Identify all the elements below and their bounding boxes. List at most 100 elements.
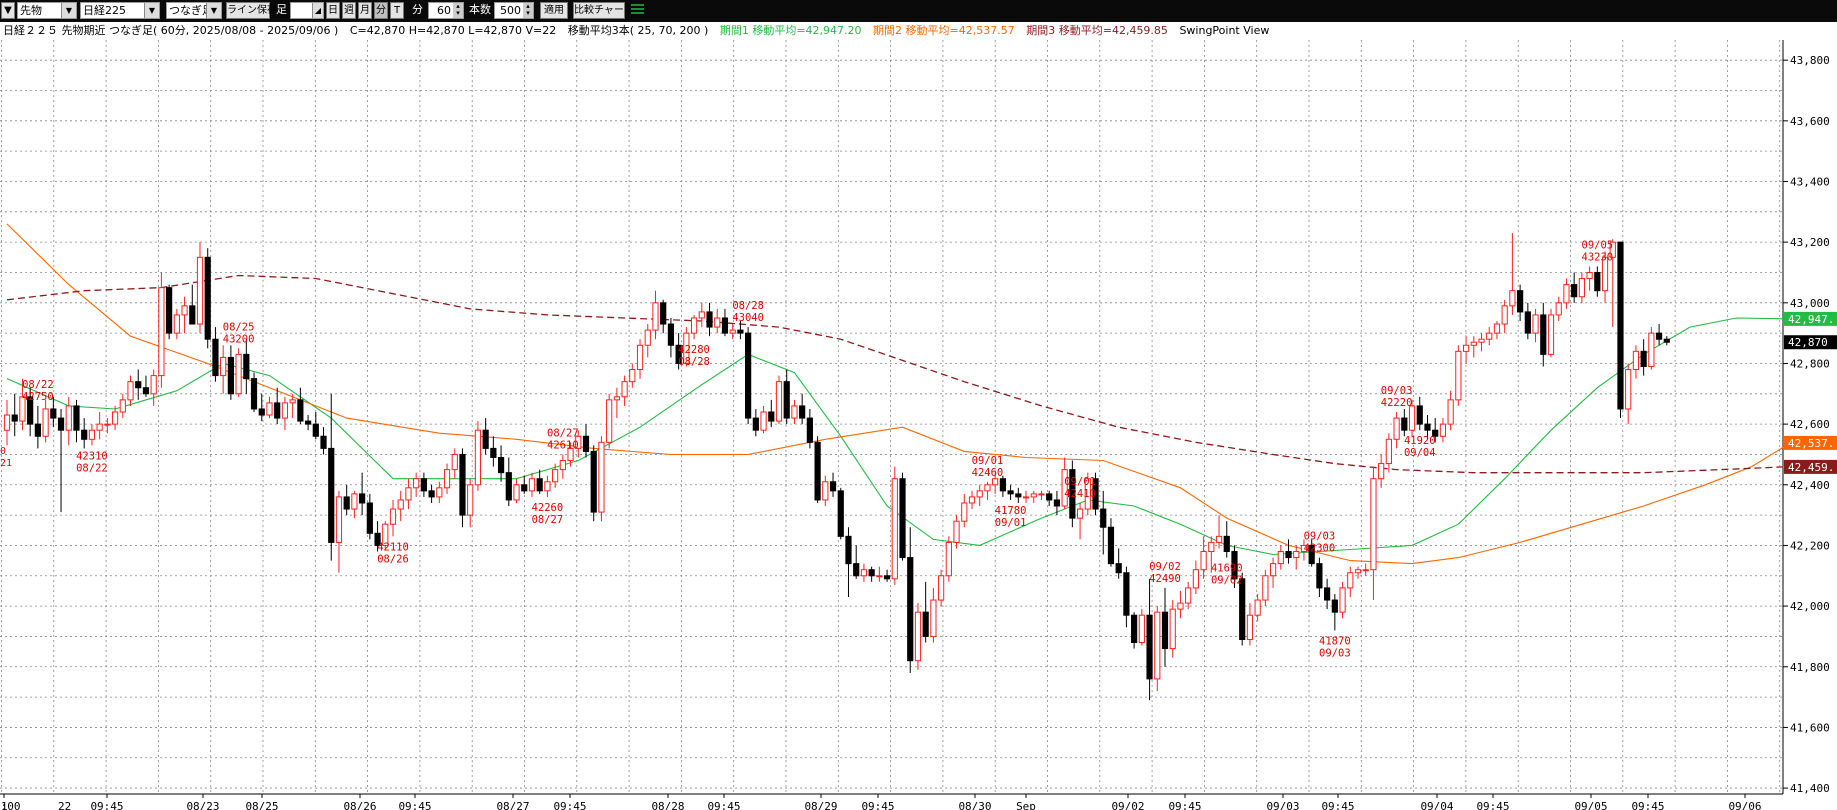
chevron-down-icon: ▼ [144, 3, 159, 18]
x-tick-label: 09:45 [553, 800, 586, 810]
price-tag-ma2 [1784, 435, 1837, 450]
chart-background [0, 40, 1837, 810]
x-tick-label: 08/29 [804, 800, 837, 810]
spin-icon[interactable]: ▴ ▾ [453, 3, 463, 18]
candle-down [868, 569, 875, 577]
candlestick-chart[interactable]: 43,800 43,600 43,400 43,200 43,000 42,800 42,6… [0, 40, 1837, 810]
y-tick-label: 43,600 [1790, 115, 1830, 128]
candle-up [1648, 332, 1655, 367]
candle-down [212, 338, 219, 377]
count-input-value: 500 [500, 4, 521, 17]
month-button[interactable]: 月 [358, 2, 372, 19]
x-tick-label: 09:45 [707, 800, 740, 810]
compare-chart-button[interactable]: 比較チャート [573, 2, 634, 19]
candle-down [799, 405, 806, 419]
ohlc-readout: C=42,870 H=42,870 L=42,870 V=22 [349, 24, 557, 37]
candle-up [1192, 569, 1199, 589]
candle-down [582, 435, 590, 452]
candle-up [158, 287, 165, 377]
candle-up [567, 447, 574, 462]
y-tick-label: 42,200 [1790, 539, 1830, 552]
y-tick-label: 41,600 [1790, 721, 1830, 734]
candle-up [1061, 469, 1068, 507]
ma1-legend: 期間1 移動平均=42,947.20 [719, 24, 862, 37]
y-tick-label: 43,000 [1790, 297, 1830, 310]
minute-input[interactable]: 60 ▴ ▾ [428, 2, 464, 19]
candle-up [96, 423, 103, 431]
line-save-button[interactable]: ライン保存 [226, 2, 277, 19]
candle-down [783, 381, 790, 419]
candle-down [752, 417, 759, 431]
candle-down [1316, 563, 1323, 589]
candle-up [220, 356, 227, 377]
candle-up [111, 411, 119, 425]
candle-down [1655, 332, 1663, 340]
candle-up [196, 256, 204, 325]
candle-up [575, 435, 582, 449]
y-tick-label: 42,400 [1790, 479, 1830, 492]
candle-down [1131, 614, 1138, 644]
market-select[interactable]: 先物 ▼ [17, 2, 77, 19]
swing-high-price: 42490 [1149, 573, 1181, 585]
candle-up [1493, 323, 1501, 334]
candle-down [1424, 423, 1431, 431]
candle-up [397, 499, 404, 510]
x-tick-label: 08/28 [651, 800, 684, 810]
candle-down [667, 323, 675, 346]
swing-label-cut: 0 [0, 446, 6, 457]
ashi-field[interactable]: ◢ [290, 2, 324, 19]
candle-up [405, 487, 412, 501]
candle-up [760, 411, 767, 431]
candle-down [1231, 551, 1238, 580]
price-tag-ma3 [1784, 459, 1837, 474]
bars-icon[interactable] [630, 2, 646, 19]
swing-high-date: 09/03 [1381, 385, 1413, 397]
candle-up [1030, 493, 1037, 498]
candle-up [1269, 563, 1277, 577]
candle-down [81, 429, 88, 440]
week-button[interactable]: 週 [342, 2, 356, 19]
y-tick-label: 42,600 [1790, 418, 1830, 431]
candle-up [914, 611, 922, 662]
ma3-legend: 期間3 移動平均=42,459.85 [1026, 24, 1168, 37]
y-tick-label: 43,200 [1790, 236, 1830, 249]
candle-down [1524, 311, 1531, 334]
candle-up [1470, 341, 1477, 346]
candle-down [1331, 599, 1338, 613]
candle-down [1046, 493, 1053, 501]
candle-down [320, 435, 327, 449]
candle-up [876, 575, 883, 578]
candle-down [1007, 490, 1014, 495]
price-tag-label: 42,459. [1788, 461, 1834, 474]
menu-button[interactable]: ▼ [1, 2, 15, 19]
candle-up [1022, 496, 1030, 499]
tick-button[interactable]: T [390, 2, 404, 19]
candle-down [1223, 535, 1230, 553]
candle-up [1293, 551, 1300, 559]
swing-high-date: 09/01 [1064, 476, 1096, 488]
candle-down [166, 287, 173, 334]
candle-up [729, 329, 736, 334]
candle-up [613, 396, 620, 401]
price-tag-ma1 [1784, 311, 1837, 326]
spin-icon[interactable]: ▴ ▾ [523, 3, 533, 18]
minute-button[interactable]: 分 [374, 2, 388, 19]
symbol-select-value: 日経225 [83, 4, 126, 17]
candle-down [343, 496, 350, 510]
candle-down [829, 481, 837, 492]
mode-select[interactable]: つなぎ足 ▼ [166, 2, 222, 19]
candle-down [675, 344, 682, 364]
candle-up [289, 399, 296, 404]
price-tag-label: 42,947. [1788, 313, 1834, 326]
apply-button[interactable]: 適用 [540, 2, 568, 19]
candle-down [250, 378, 258, 410]
candle-down [1015, 493, 1022, 498]
day-button[interactable]: 日 [326, 2, 340, 19]
candle-up [1609, 241, 1616, 258]
count-input[interactable]: 500 ▴ ▾ [494, 2, 534, 19]
symbol-select[interactable]: 日経225 ▼ [80, 2, 160, 19]
ma-settings-label: 移動平均3本( 25, 70, 200 ) [567, 24, 709, 37]
swing-low-price: 41690 [1211, 563, 1243, 575]
x-tick-label: 09/02 [1111, 800, 1144, 810]
x-tick-label: 09:45 [398, 800, 431, 810]
